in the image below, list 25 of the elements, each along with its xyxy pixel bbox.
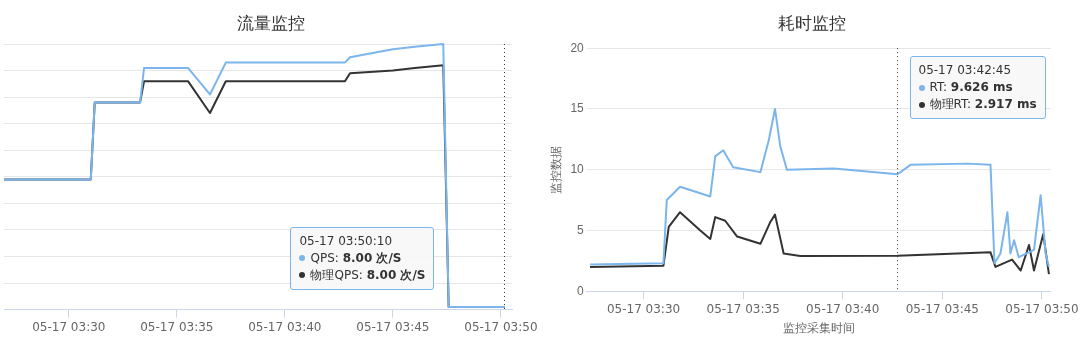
x-tick-label: 05-17 03:45 bbox=[356, 319, 430, 334]
y-tick-label: 10 bbox=[570, 162, 585, 177]
chart-title: 耗时监控 bbox=[776, 12, 847, 35]
y-tick-label: 15 bbox=[570, 101, 585, 116]
x-tick-label: 05-17 03:40 bbox=[248, 319, 322, 334]
y-tick-label: 20 bbox=[570, 40, 585, 55]
annotation: QPS: 8.00 次/S bbox=[309, 249, 403, 267]
x-tick-label: 05-17 03:50 bbox=[1005, 301, 1079, 316]
x-tick-label: 05-17 03:35 bbox=[706, 301, 780, 316]
x-tick-label: 05-17 03:30 bbox=[606, 301, 681, 316]
annotation: 05-17 03:42:45 bbox=[918, 62, 1013, 80]
annotation: 05-17 03:50:10 bbox=[299, 232, 394, 250]
x-tick-label: 05-17 03:45 bbox=[905, 301, 979, 316]
y-axis-title: 监控数据 bbox=[548, 145, 563, 194]
y-tick-label: 0 bbox=[577, 283, 585, 298]
x-tick-label: 05-17 03:50 bbox=[464, 319, 538, 334]
annotation: 物理RT: 2.917 ms bbox=[928, 96, 1037, 114]
x-tick-label: 05-17 03:30 bbox=[32, 319, 106, 334]
annotation: RT: 9.626 ms bbox=[928, 79, 1014, 97]
x-tick-label: 05-17 03:35 bbox=[140, 319, 214, 334]
x-tick-label: 05-17 03:40 bbox=[806, 301, 880, 316]
y-tick-label: 5 bbox=[577, 222, 585, 237]
annotation: 物理QPS: 8.00 次/S bbox=[309, 266, 426, 284]
chart-title: 流量监控 bbox=[235, 12, 306, 35]
x-axis-title: 监控采集时间 bbox=[782, 321, 855, 336]
